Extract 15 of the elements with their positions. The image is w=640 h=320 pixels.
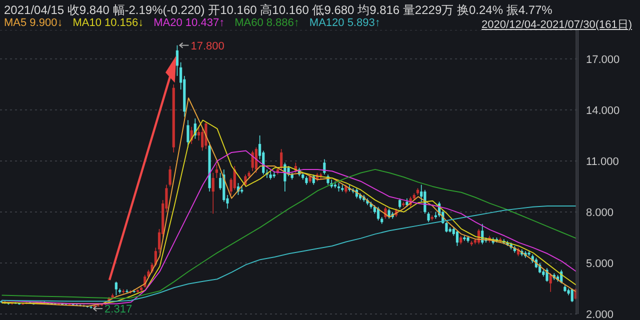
y-tick-label: 11.000 bbox=[586, 156, 619, 168]
text: MA120 5.893↑ bbox=[309, 17, 380, 29]
y-tick-label: 17.000 bbox=[586, 54, 620, 66]
annotation: 2.317 bbox=[104, 304, 132, 316]
y-tick-label: 2.000 bbox=[586, 308, 614, 320]
text: MA20 10.437↑ bbox=[154, 17, 225, 29]
text: MA10 10.156↓ bbox=[72, 17, 144, 29]
text: MA5 9.900↓ bbox=[4, 17, 63, 29]
text: MA60 8.886↑ bbox=[234, 17, 300, 29]
y-tick-label: 8.000 bbox=[586, 206, 614, 219]
y-tick-label: 5.000 bbox=[586, 258, 614, 270]
chart-title: 2021/04/15 收9.840 幅-2.19%(-0.220) 开10.160 高10.160 低9.680 均9.816 量2229万 换0.24% 振4.77% bbox=[4, 2, 552, 18]
y-tick-label: 14.000 bbox=[586, 104, 620, 117]
chart-subtitle: 2020/12/04-2021/07/30(161日) bbox=[482, 18, 632, 32]
annotation: 17.800 bbox=[190, 40, 224, 52]
